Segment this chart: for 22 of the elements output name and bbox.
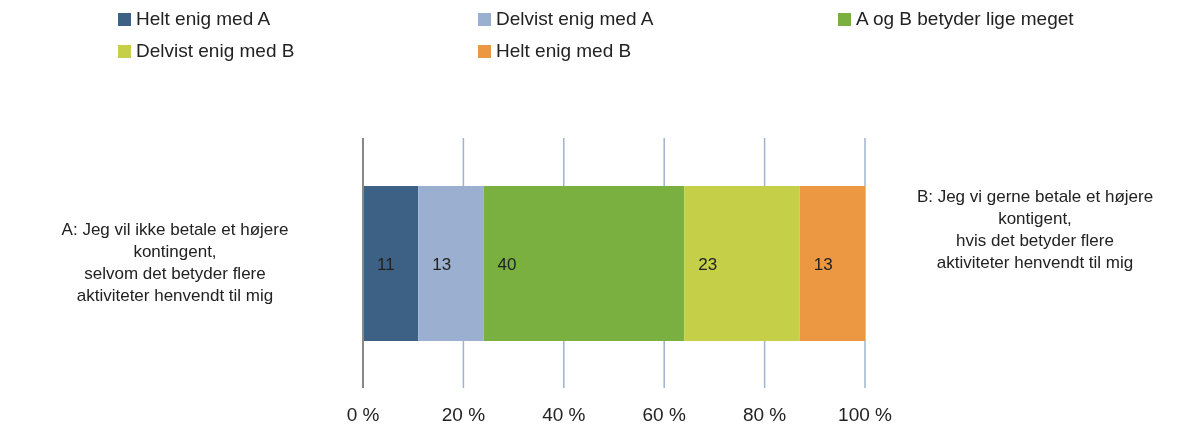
- legend-label: Delvist enig med B: [136, 40, 295, 62]
- x-tick-label: 60 %: [642, 404, 686, 426]
- data-label: 23: [698, 254, 718, 274]
- data-label: 13: [432, 254, 452, 274]
- legend-label: A og B betyder lige meget: [856, 8, 1074, 30]
- x-tick-label: 40 %: [542, 404, 586, 426]
- data-label: 13: [813, 254, 833, 274]
- x-tick-label: 20 %: [441, 404, 486, 426]
- data-label: 11: [377, 254, 395, 274]
- x-tick-label: 80 %: [742, 404, 787, 426]
- y-tick-label: A: Jeg vil ikke betale et højere kontingent, selvom det betyder flere aktiviteter henvendt til mig: [61, 220, 289, 305]
- x-tick-label: 0 %: [346, 404, 380, 426]
- bar: [483, 186, 685, 341]
- data-label: 40: [497, 254, 517, 274]
- x-tick-label: 100 %: [838, 404, 893, 426]
- bar: [684, 186, 800, 341]
- legend-label: Helt enig med B: [496, 40, 632, 62]
- bar: [799, 186, 865, 341]
- text: B: Jeg vi gerne betale et højere kontigent, hvis det betyder flere aktiviteter henvendt til mig: [915, 186, 1155, 274]
- bar: [363, 186, 419, 341]
- legend-label: Delvist enig med A: [496, 8, 654, 30]
- legend-label: Helt enig med A: [136, 8, 271, 30]
